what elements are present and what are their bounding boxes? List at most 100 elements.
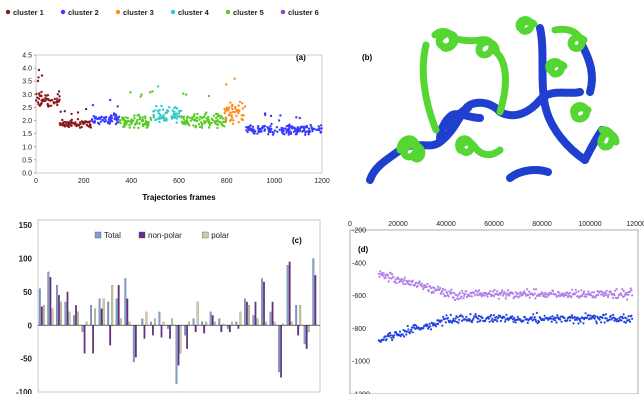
data-point <box>215 116 218 120</box>
data-point <box>468 318 471 321</box>
data-point <box>456 316 459 319</box>
data-point <box>47 98 50 102</box>
data-point <box>476 320 479 323</box>
data-point <box>119 119 122 122</box>
data-point <box>137 126 140 130</box>
data-point <box>620 319 623 322</box>
data-point <box>401 277 404 280</box>
bar <box>145 311 148 326</box>
data-point <box>151 90 154 93</box>
bar <box>228 325 231 333</box>
data-point <box>165 117 168 120</box>
data-point <box>405 330 409 333</box>
data-point <box>248 128 251 131</box>
data-point <box>224 109 227 113</box>
bar <box>51 308 54 326</box>
data-point <box>513 316 516 319</box>
data-point <box>158 120 161 124</box>
bar <box>75 305 77 326</box>
data-point <box>155 104 158 108</box>
data-point <box>614 289 617 292</box>
data-point <box>535 288 538 291</box>
data-point <box>587 290 590 293</box>
data-point <box>624 291 627 294</box>
data-point <box>304 133 307 136</box>
data-point <box>212 114 216 118</box>
data-point <box>242 114 245 117</box>
y-tick-label: 150 <box>19 221 33 230</box>
data-point <box>227 109 230 112</box>
data-point <box>221 117 225 120</box>
data-point <box>595 322 598 325</box>
data-point <box>575 291 578 294</box>
data-point <box>56 103 59 107</box>
data-point <box>207 126 211 129</box>
data-point <box>477 294 480 297</box>
data-point <box>462 297 465 300</box>
data-point <box>162 115 166 119</box>
data-point <box>491 317 494 320</box>
data-point <box>503 316 506 319</box>
bar <box>263 281 265 326</box>
y-tick-label: -200 <box>352 228 366 235</box>
y-tick-label: -400 <box>352 260 366 267</box>
data-point <box>382 272 385 275</box>
bar <box>128 321 131 326</box>
data-point <box>571 288 574 291</box>
data-point <box>224 116 227 119</box>
data-point <box>105 115 108 119</box>
data-point <box>240 117 243 121</box>
data-point <box>391 273 394 276</box>
data-point <box>37 76 40 79</box>
data-point <box>319 130 323 134</box>
data-point <box>433 286 436 290</box>
data-point <box>532 288 536 291</box>
bar <box>102 298 105 326</box>
data-point <box>63 110 66 113</box>
data-point <box>207 94 211 98</box>
data-point <box>444 288 447 291</box>
data-point <box>145 123 148 127</box>
data-point <box>38 92 41 95</box>
data-point <box>413 284 416 287</box>
data-point <box>73 122 76 126</box>
data-point <box>552 289 555 293</box>
data-point <box>223 107 226 111</box>
bar <box>244 298 246 326</box>
data-point <box>470 321 473 324</box>
data-point <box>172 116 175 119</box>
data-point <box>449 319 452 322</box>
data-point <box>129 91 132 94</box>
data-point <box>503 290 506 293</box>
data-point <box>141 116 144 119</box>
data-point <box>263 129 266 132</box>
data-point <box>424 284 427 287</box>
panel-a-label: (a) <box>296 53 306 62</box>
data-point <box>211 118 214 122</box>
data-point <box>458 291 461 294</box>
data-point <box>489 314 493 317</box>
data-point <box>562 295 565 298</box>
data-point <box>628 320 632 323</box>
data-point <box>527 293 530 296</box>
data-point <box>116 105 119 108</box>
data-point <box>470 295 473 298</box>
bar <box>162 321 165 326</box>
bar <box>152 325 154 336</box>
data-point <box>192 124 195 127</box>
data-point <box>133 117 136 120</box>
data-point <box>445 314 448 317</box>
data-point <box>36 79 40 83</box>
bar <box>201 321 204 326</box>
data-point <box>220 122 223 125</box>
data-point <box>378 275 381 278</box>
bar <box>64 301 67 326</box>
data-point <box>298 129 301 132</box>
data-point <box>616 296 620 299</box>
data-point <box>525 288 529 291</box>
x-tick-label: 1200 <box>314 178 330 185</box>
data-point <box>414 327 417 330</box>
data-point <box>286 129 289 133</box>
data-point <box>267 129 271 132</box>
data-point <box>136 118 139 122</box>
